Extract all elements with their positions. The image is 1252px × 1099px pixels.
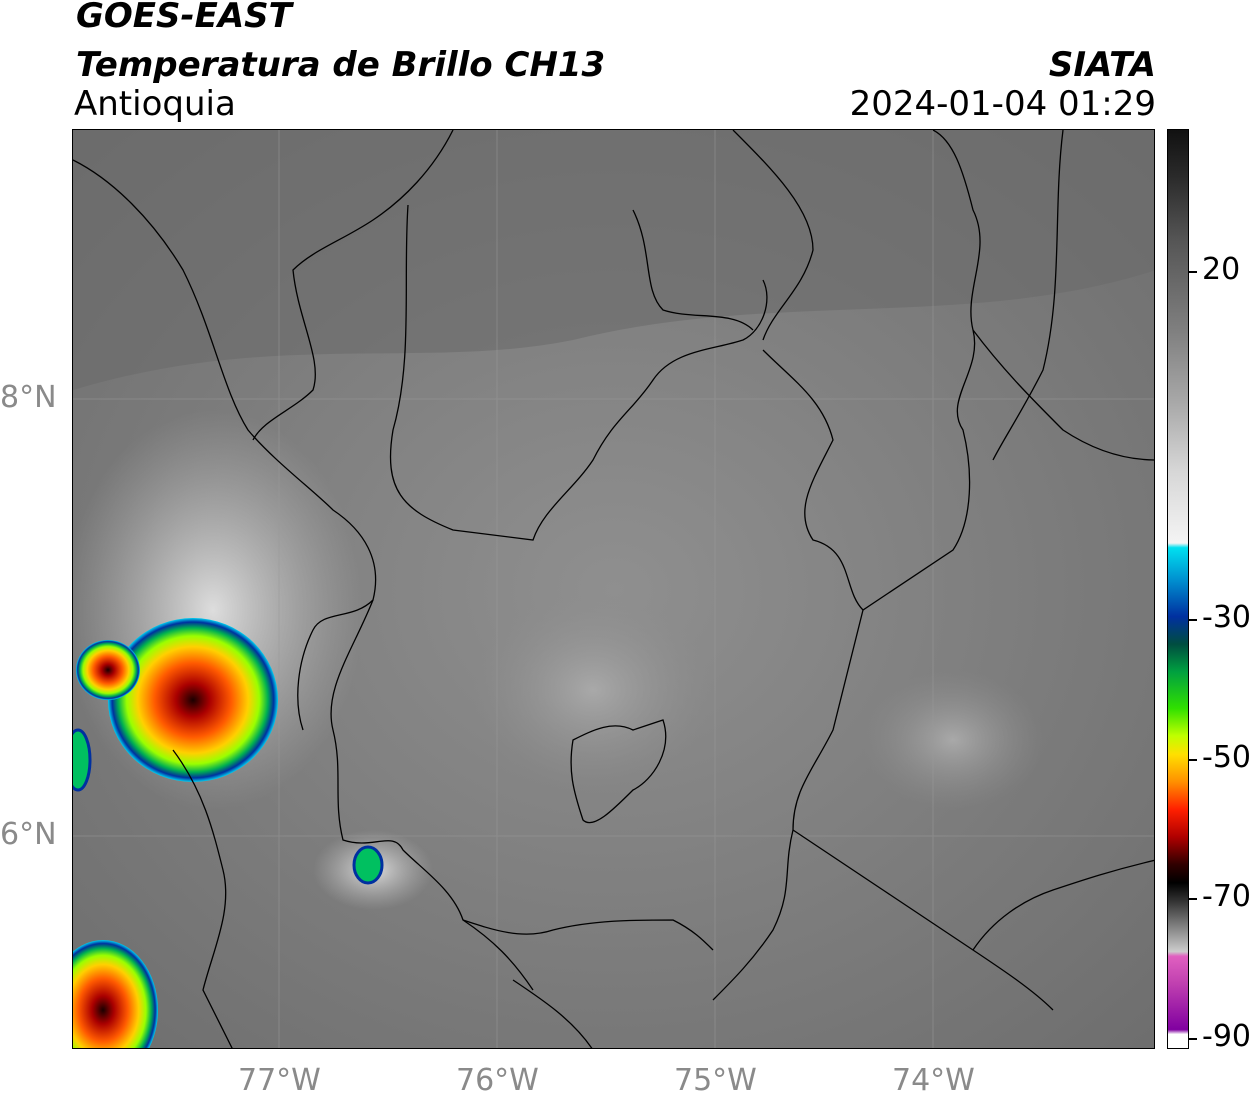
temperature-colorbar <box>1167 129 1189 1049</box>
lon-tick-label: 75°W <box>674 1063 757 1098</box>
satellite-title: GOES-EAST <box>76 0 292 36</box>
colorbar-tick-label: 20 <box>1202 252 1241 287</box>
brightness-temperature-image <box>73 130 1154 1048</box>
political-boundaries <box>73 130 1154 1048</box>
datetime-label: 2024-01-04 01:29 <box>849 84 1156 124</box>
product-title: Temperatura de Brillo CH13 <box>76 45 606 85</box>
colorbar-tick-label: -90 <box>1202 1019 1251 1054</box>
lon-tick-label: 77°W <box>238 1063 321 1098</box>
satellite-map[interactable] <box>72 129 1155 1049</box>
graticule <box>73 130 1154 1048</box>
lon-tick-label: 74°W <box>892 1063 975 1098</box>
region-label: Antioquia <box>74 84 236 124</box>
lon-tick-label: 76°W <box>456 1063 539 1098</box>
convective-storm-cell <box>108 618 278 782</box>
colorbar-tick-label: -30 <box>1202 600 1251 635</box>
colorbar-tick-label: -50 <box>1202 740 1251 775</box>
lat-tick-label: 6°N <box>0 817 57 852</box>
warm-area <box>473 590 713 790</box>
convective-storm-cell-south <box>73 940 158 1048</box>
agency-label: SIATA <box>1048 45 1156 85</box>
colorbar-tick-label: -70 <box>1202 879 1251 914</box>
lat-tick-label: 8°N <box>0 380 57 415</box>
